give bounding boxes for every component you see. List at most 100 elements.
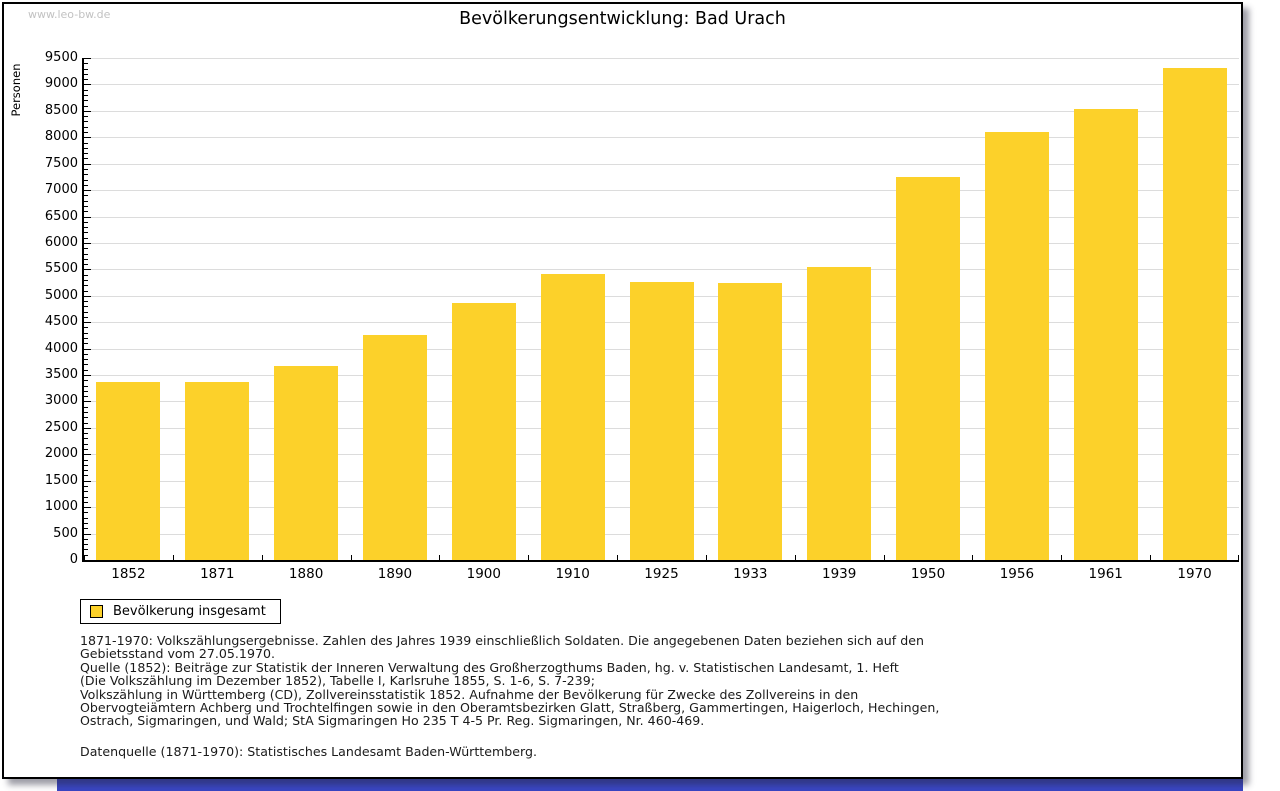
y-tick-label: 6000 (44, 234, 78, 250)
bar-1956 (984, 131, 1049, 560)
y-minor-tick (84, 417, 88, 419)
y-minor-tick (84, 443, 88, 445)
y-minor-tick (84, 184, 88, 186)
bar-1939 (807, 267, 872, 560)
y-minor-tick (84, 253, 88, 255)
bar-1961 (1073, 108, 1138, 560)
footnote-line: Volkszählung in Württemberg (CD), Zollve… (80, 686, 859, 702)
bar-1900 (451, 302, 516, 560)
y-minor-tick (84, 237, 88, 239)
y-minor-tick (84, 517, 88, 519)
x-boundary-tick (972, 555, 974, 560)
footnote-line: Obervogteiämtern Achberg und Trochtelfin… (80, 700, 940, 716)
y-minor-tick (84, 264, 88, 266)
y-minor-tick (84, 422, 88, 424)
y-minor-tick (84, 538, 88, 540)
y-minor-tick (84, 332, 88, 334)
y-tick-label: 3500 (44, 367, 78, 383)
y-minor-tick (84, 94, 88, 96)
x-boundary-tick (1238, 555, 1239, 560)
y-tick-label: 8000 (44, 129, 78, 145)
chart-window: www.leo-bw.de Bevölkerungsentwicklung: B… (2, 2, 1243, 779)
y-minor-tick (84, 153, 88, 155)
y-major-tick (84, 163, 91, 165)
y-minor-tick (84, 470, 88, 472)
y-minor-tick (84, 79, 88, 81)
y-minor-tick (84, 449, 88, 451)
y-minor-tick (84, 496, 88, 498)
gridline (84, 242, 1239, 244)
y-minor-tick (84, 380, 88, 382)
y-minor-tick (84, 100, 88, 102)
y-minor-tick (84, 131, 88, 133)
y-major-tick (84, 190, 91, 192)
y-minor-tick (84, 306, 88, 308)
footnote-line: Ostrach, Sigmaringen, und Wald; StA Sigm… (80, 713, 705, 729)
y-minor-tick (84, 359, 88, 361)
data-source-line: Datenquelle (1871-1970): Statistisches L… (80, 744, 537, 759)
x-boundary-tick (261, 555, 263, 560)
y-minor-tick (84, 528, 88, 530)
y-minor-tick (84, 290, 88, 292)
x-boundary-tick (1150, 555, 1152, 560)
x-tick-label: 1910 (555, 566, 590, 582)
y-major-tick (84, 427, 91, 429)
y-tick-label: 8500 (44, 102, 78, 118)
y-minor-tick (84, 232, 88, 234)
x-axis-tick-labels: 1852 1871 1880 1890 1900 1910 1925 1933 1939 1950… (84, 566, 1239, 584)
y-minor-tick (84, 168, 88, 170)
y-minor-tick (84, 544, 88, 546)
footnote-line: Gebietsstand vom 27.05.1970. (80, 646, 275, 662)
y-major-tick (84, 110, 91, 112)
y-minor-tick (84, 121, 88, 123)
y-minor-tick (84, 200, 88, 202)
bar-1970 (1162, 68, 1227, 560)
y-major-tick (84, 348, 91, 350)
bar-1925 (629, 282, 694, 560)
y-minor-tick (84, 248, 88, 250)
x-tick-label: 1852 (111, 566, 146, 582)
y-minor-tick (84, 554, 88, 556)
legend-swatch-icon (90, 605, 103, 618)
x-tick-label: 1961 (1088, 566, 1123, 582)
x-boundary-tick (172, 555, 174, 560)
y-minor-tick (84, 89, 88, 91)
x-tick-label: 1900 (466, 566, 501, 582)
site-footer-strip (57, 777, 1243, 791)
y-minor-tick (84, 147, 88, 149)
y-minor-tick (84, 195, 88, 197)
x-boundary-tick (1061, 555, 1063, 560)
y-major-tick (84, 137, 91, 139)
gridline (84, 84, 1239, 86)
gridline (84, 58, 1239, 59)
y-tick-label: 0 (69, 552, 78, 567)
y-tick-label: 4500 (44, 314, 78, 330)
watermark: www.leo-bw.de (28, 8, 111, 21)
y-minor-tick (84, 364, 88, 366)
x-boundary-tick (528, 555, 530, 560)
y-minor-tick (84, 475, 88, 477)
y-minor-tick (84, 438, 88, 440)
x-tick-label: 1890 (377, 566, 413, 582)
x-tick-label: 1933 (733, 566, 768, 582)
y-minor-tick (84, 353, 88, 355)
footnotes: 1871-1970: Volkszählungsergebnisse. Zahl… (80, 634, 1180, 728)
y-minor-tick (84, 549, 88, 551)
y-minor-tick (84, 279, 88, 281)
y-minor-tick (84, 105, 88, 107)
y-minor-tick (84, 501, 88, 503)
y-minor-tick (84, 512, 88, 514)
bar-1933 (718, 282, 783, 560)
y-minor-tick (84, 116, 88, 118)
x-boundary-tick (794, 555, 796, 560)
bar-1950 (896, 176, 961, 560)
y-tick-label: 3000 (44, 393, 78, 409)
bar-1890 (362, 335, 427, 560)
y-tick-label: 500 (53, 525, 78, 541)
y-minor-tick (84, 327, 88, 329)
y-major-tick (84, 322, 91, 324)
y-minor-tick (84, 301, 88, 303)
y-major-tick (84, 507, 91, 509)
y-minor-tick (84, 63, 88, 65)
x-boundary-tick (84, 555, 85, 560)
